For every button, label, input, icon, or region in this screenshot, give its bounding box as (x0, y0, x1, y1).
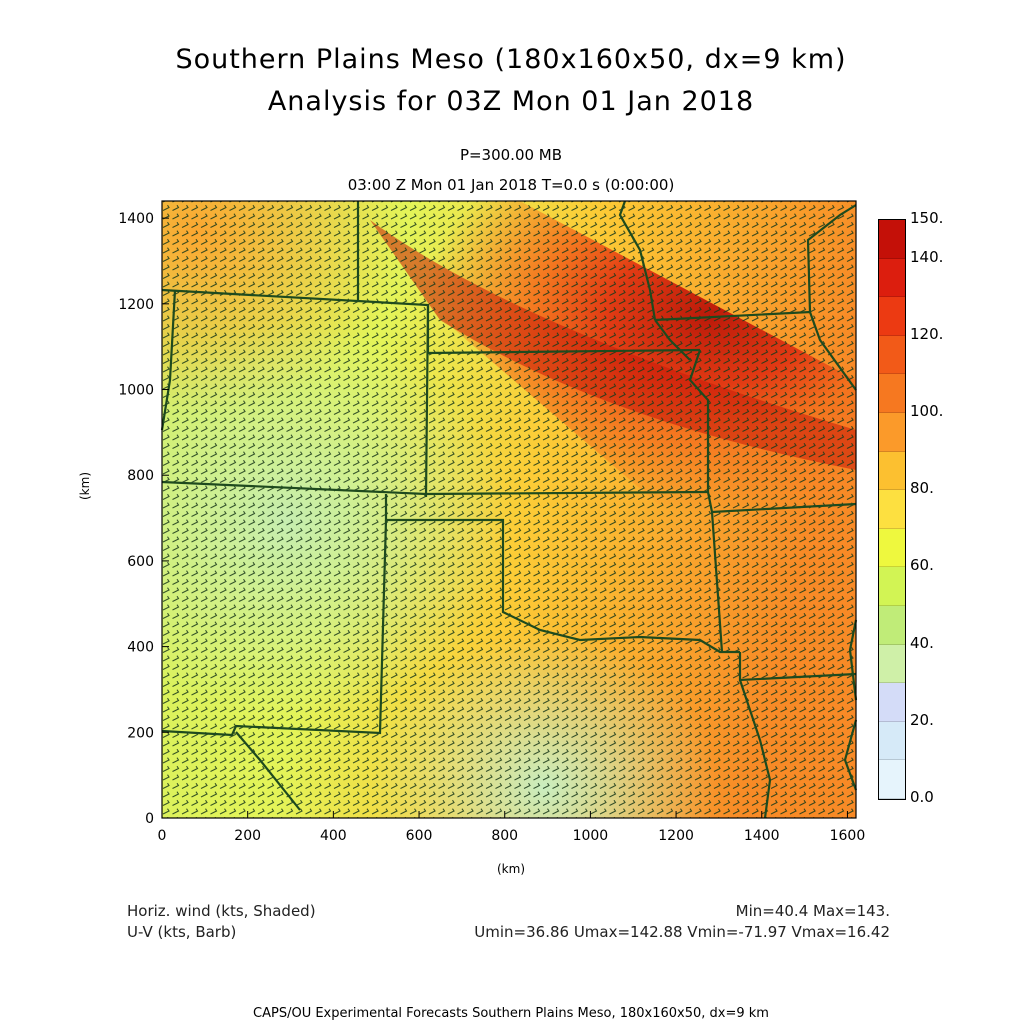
state-borders (160, 200, 858, 819)
colorbar-segment (879, 644, 905, 684)
x-tick-label: 1400 (744, 828, 780, 844)
y-tick-label: 600 (127, 554, 154, 570)
y-axis-label: (km) (78, 471, 92, 500)
colorbar-label: 120. (910, 324, 944, 343)
x-tick-label: 1600 (830, 828, 866, 844)
colorbar-segment (879, 220, 905, 259)
colorbar-segment (879, 297, 905, 336)
y-tick-label: 1000 (118, 383, 154, 399)
colorbar-segment (879, 528, 905, 568)
x-axis: 0 200 400 600 800 1000 1200 1400 1600 (158, 811, 866, 844)
colorbar-segment (879, 258, 905, 298)
shaded-field (162, 201, 856, 818)
x-tick-label: 0 (158, 828, 167, 844)
pressure-level-label: P=300.00 MB (459, 146, 563, 164)
x-tick-label: 800 (491, 828, 518, 844)
colorbar-segment (879, 760, 905, 799)
y-tick-label: 200 (127, 725, 154, 741)
colorbar-segment (879, 412, 905, 452)
y-tick-label: 1200 (118, 297, 154, 313)
colorbar-segment (879, 721, 905, 761)
x-tick-label: 1200 (658, 828, 694, 844)
colorbar-segment (879, 683, 905, 722)
y-axis: 0 200 400 600 800 1000 1200 1400 (118, 211, 169, 827)
x-tick-label: 1000 (573, 828, 609, 844)
y-tick-label: 1400 (118, 211, 154, 227)
y-tick-label: 0 (145, 811, 154, 827)
colorbar-label: 0.0 (910, 788, 934, 806)
field-description: Horiz. wind (kts, Shaded) (127, 902, 316, 920)
colorbar-segment (879, 605, 905, 645)
colorbar-label: 140. (910, 247, 944, 266)
plot-frame (161, 200, 857, 819)
y-tick-label: 400 (127, 640, 154, 656)
barb-description: U-V (kts, Barb) (127, 923, 237, 941)
x-axis-label: (km) (497, 862, 526, 876)
colorbar-segment (879, 490, 905, 529)
valid-time-label: 03:00 Z Mon 01 Jan 2018 T=0.0 s (0:00:00… (347, 176, 675, 194)
colorbar-label: 80. (910, 479, 934, 498)
colorbar-segment (879, 451, 905, 491)
colorbar-segment (879, 335, 905, 375)
x-tick-label: 400 (320, 828, 347, 844)
colorbar-label: 100. (910, 402, 944, 420)
colorbar-segment (879, 567, 905, 606)
page-title-2: Analysis for 03Z Mon 01 Jan 2018 (267, 86, 755, 117)
uv-stats: Umin=36.86 Umax=142.88 Vmin=-71.97 Vmax=… (474, 923, 890, 941)
colorbar (878, 219, 906, 800)
colorbar-label: 150. (910, 209, 944, 227)
y-tick-label: 800 (127, 468, 154, 484)
colorbar-label: 60. (910, 556, 934, 575)
x-tick-label: 200 (234, 828, 261, 844)
min-max-stats: Min=40.4 Max=143. (735, 902, 890, 920)
x-tick-label: 600 (406, 828, 433, 844)
colorbar-segment (879, 374, 905, 413)
colorbar-label: 40. (910, 633, 934, 652)
page-title-1: Southern Plains Meso (180x160x50, dx=9 k… (175, 44, 847, 75)
colorbar-label: 20. (910, 710, 934, 729)
credit-line: CAPS/OU Experimental Forecasts Southern … (253, 1006, 769, 1021)
